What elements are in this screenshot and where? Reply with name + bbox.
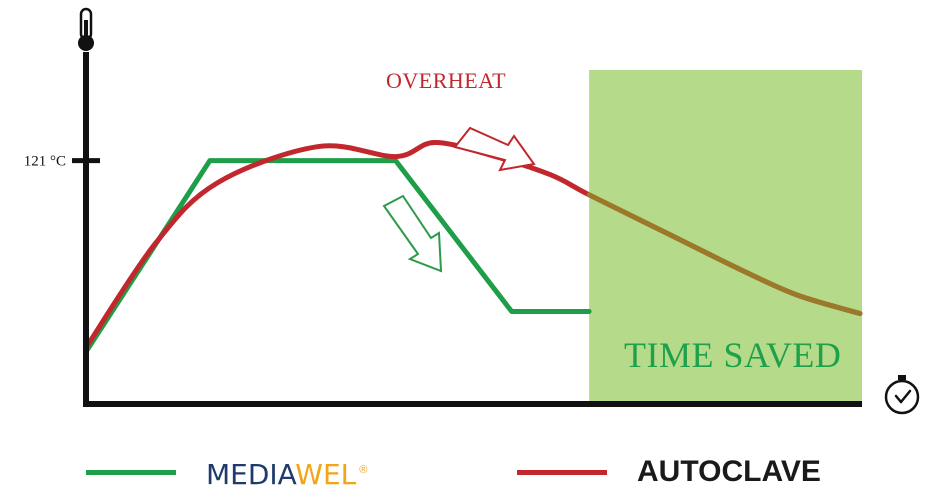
time-saved-region — [589, 70, 862, 404]
brand-part-media: MEDIA — [206, 457, 296, 491]
series-line-mediawel — [83, 158, 592, 355]
legend-swatch-autoclave — [517, 469, 607, 475]
clock-icon — [884, 375, 920, 415]
series-line-autoclave-in-region — [586, 192, 863, 316]
overheat-annotation: OVERHEAT — [386, 68, 506, 93]
overheat-arrow-icon — [453, 126, 536, 172]
thermometer-icon — [78, 7, 94, 51]
legend-label-autoclave: AUTOCLAVE — [637, 455, 821, 488]
legend-item-mediawel: MEDIAWEL ® — [86, 452, 367, 492]
legend-label-mediawel: MEDIAWEL ® — [206, 452, 367, 493]
time-saved-label: TIME SAVED — [624, 335, 841, 375]
brand-part-wel: WEL — [295, 457, 357, 491]
cooling-arrow-icon — [382, 194, 443, 273]
y-tick-label: 121 °C — [24, 154, 66, 170]
legend-swatch-mediawel — [86, 469, 176, 475]
legend-item-autoclave: AUTOCLAVE — [517, 452, 821, 492]
registered-mark: ® — [359, 463, 368, 476]
